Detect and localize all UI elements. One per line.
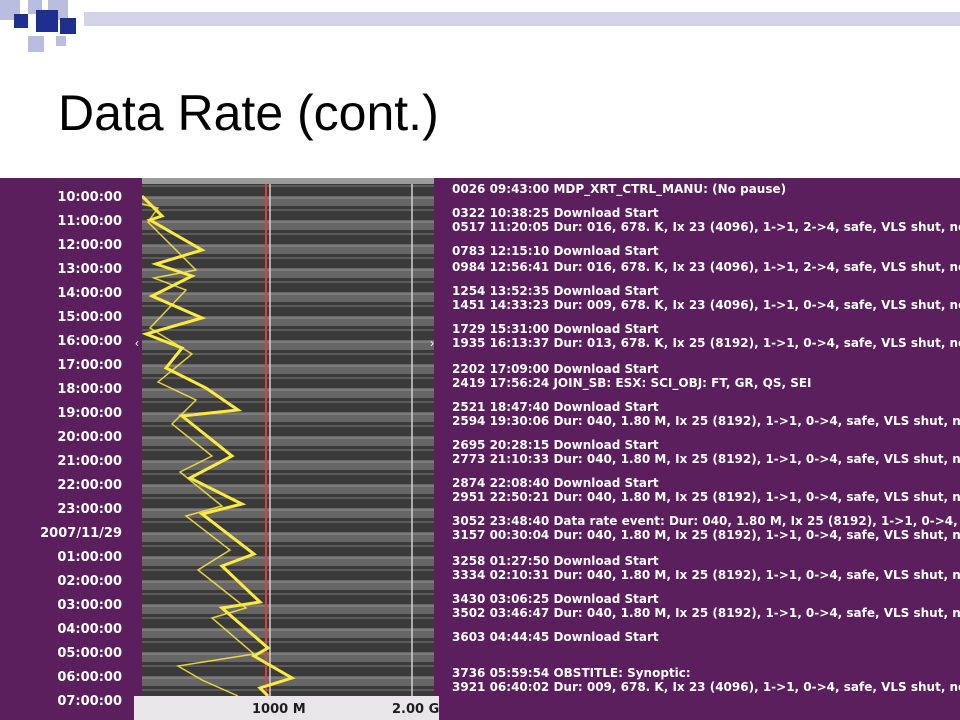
event-log-line: 3258 01:27:50 Download Start xyxy=(452,554,659,568)
event-log-line: 1729 15:31:00 Download Start xyxy=(452,322,659,336)
plot-band xyxy=(142,196,434,206)
event-log-line: 1935 16:13:37 Dur: 013, 678. K, Ix 25 (8… xyxy=(452,336,960,350)
data-rate-trace xyxy=(142,194,296,696)
time-label: 22:00:00 xyxy=(57,478,122,493)
time-label: 18:00:00 xyxy=(57,382,122,397)
event-log-line: 0517 11:20:05 Dur: 016, 678. K, Ix 23 (4… xyxy=(452,220,960,234)
plot-band xyxy=(142,604,434,614)
plot-band xyxy=(142,292,434,302)
time-label: 23:00:00 xyxy=(57,502,122,517)
slide-title: Data Rate (cont.) xyxy=(58,85,439,141)
plot-band xyxy=(142,676,434,686)
slide-decoration-square-4 xyxy=(14,14,28,28)
event-log-line: 1451 14:33:23 Dur: 009, 678. K, Ix 23 (4… xyxy=(452,298,960,312)
time-label: 19:00:00 xyxy=(57,406,122,421)
time-label: 10:00:00 xyxy=(57,190,122,205)
event-log-line: 3430 03:06:25 Download Start xyxy=(452,592,659,606)
slide-decoration-square-8 xyxy=(56,36,66,46)
plot-band xyxy=(142,484,434,494)
plot-top-strip xyxy=(142,178,434,184)
plot-band xyxy=(142,244,434,254)
time-label: 13:00:00 xyxy=(57,262,122,277)
time-label: 17:00:00 xyxy=(57,358,122,373)
time-label: 03:00:00 xyxy=(57,598,122,613)
slide-decoration-square-5 xyxy=(36,10,58,32)
plot-band xyxy=(142,460,434,470)
plot-axis-strip xyxy=(134,696,439,720)
left-scroll-marker[interactable]: ‹ xyxy=(135,336,139,350)
event-log-line: 3157 00:30:04 Dur: 040, 1.80 M, Ix 25 (8… xyxy=(452,528,960,542)
slide-decoration-square-6 xyxy=(60,18,76,34)
plot-band xyxy=(142,652,434,662)
plot-band xyxy=(142,556,434,566)
time-label: 2007/11/29 xyxy=(40,526,122,541)
event-log-line: 3502 03:46:47 Dur: 040, 1.80 M, Ix 25 (8… xyxy=(452,606,960,620)
plot-band xyxy=(142,220,434,230)
event-log: 0026 09:43:00 MDP_XRT_CTRL_MANU: (No pau… xyxy=(444,178,960,720)
event-log-line: 0783 12:15:10 Download Start xyxy=(452,244,659,258)
plot-band xyxy=(142,508,434,518)
plot-band xyxy=(142,412,434,422)
event-log-line: 3052 23:48:40 Data rate event: Dur: 040,… xyxy=(452,514,960,528)
time-label: 16:00:00 xyxy=(57,334,122,349)
axis-label-2g: 2.00 G xyxy=(392,702,440,717)
time-label: 05:00:00 xyxy=(57,646,122,661)
plot-band xyxy=(142,580,434,590)
time-label: 06:00:00 xyxy=(57,670,122,685)
plot-band xyxy=(142,340,434,350)
time-column: 10:00:00 11:00:00 12:00:00 13:00:00 14:00:00… xyxy=(0,178,134,720)
timeline-screenshot: 10:00:00 11:00:00 12:00:00 13:00:00 14:00:00… xyxy=(0,178,960,720)
event-log-line: 0984 12:56:41 Dur: 016, 678. K, Ix 23 (4… xyxy=(452,260,960,274)
axis-label-1000m: 1000 M xyxy=(252,702,306,717)
event-log-line: 0026 09:43:00 MDP_XRT_CTRL_MANU: (No pau… xyxy=(452,182,787,196)
plot-band xyxy=(142,268,434,278)
event-log-line: 2521 18:47:40 Download Start xyxy=(452,400,659,414)
event-log-line: 0322 10:38:25 Download Start xyxy=(452,206,659,220)
plot-band xyxy=(142,628,434,638)
event-log-line: 1254 13:52:35 Download Start xyxy=(452,284,659,298)
time-label: 20:00:00 xyxy=(57,430,122,445)
plot-band xyxy=(142,436,434,446)
right-scroll-marker[interactable]: › xyxy=(430,336,434,350)
data-rate-plot xyxy=(142,178,434,696)
slide-decoration-square-7 xyxy=(28,36,44,52)
time-label: 15:00:00 xyxy=(57,310,122,325)
event-log-line: 2695 20:28:15 Download Start xyxy=(452,438,659,452)
time-label: 12:00:00 xyxy=(57,238,122,253)
plot-band xyxy=(142,532,434,542)
event-log-line: 2202 17:09:00 Download Start xyxy=(452,362,659,376)
time-label: 04:00:00 xyxy=(57,622,122,637)
event-log-line: 2951 22:50:21 Dur: 040, 1.80 M, Ix 25 (8… xyxy=(452,490,960,504)
slide-header-bar xyxy=(84,12,960,26)
time-label: 07:00:00 xyxy=(57,694,122,709)
event-log-line: 2594 19:30:06 Dur: 040, 1.80 M, Ix 25 (8… xyxy=(452,414,960,428)
event-log-line: 2874 22:08:40 Download Start xyxy=(452,476,659,490)
time-label: 01:00:00 xyxy=(57,550,122,565)
data-rate-trace-secondary xyxy=(142,203,256,696)
plot-band xyxy=(142,364,434,374)
data-rate-graph xyxy=(142,178,434,696)
event-log-line: 3603 04:44:45 Download Start xyxy=(452,630,659,644)
time-label: 21:00:00 xyxy=(57,454,122,469)
event-log-line: 3921 06:40:02 Dur: 009, 678. K, Ix 23 (4… xyxy=(452,680,960,694)
plot-band xyxy=(142,388,434,398)
event-log-line: 3334 02:10:31 Dur: 040, 1.80 M, Ix 25 (8… xyxy=(452,568,960,582)
time-label: 11:00:00 xyxy=(57,214,122,229)
time-label: 02:00:00 xyxy=(57,574,122,589)
time-label: 14:00:00 xyxy=(57,286,122,301)
plot-band xyxy=(142,316,434,326)
event-log-line: 3736 05:59:54 OBSTITLE: Synoptic: xyxy=(452,666,691,680)
event-log-line: 2773 21:10:33 Dur: 040, 1.80 M, Ix 25 (8… xyxy=(452,452,960,466)
event-log-line: 2419 17:56:24 JOIN_SB: ESX: SCI_OBJ: FT,… xyxy=(452,376,812,390)
